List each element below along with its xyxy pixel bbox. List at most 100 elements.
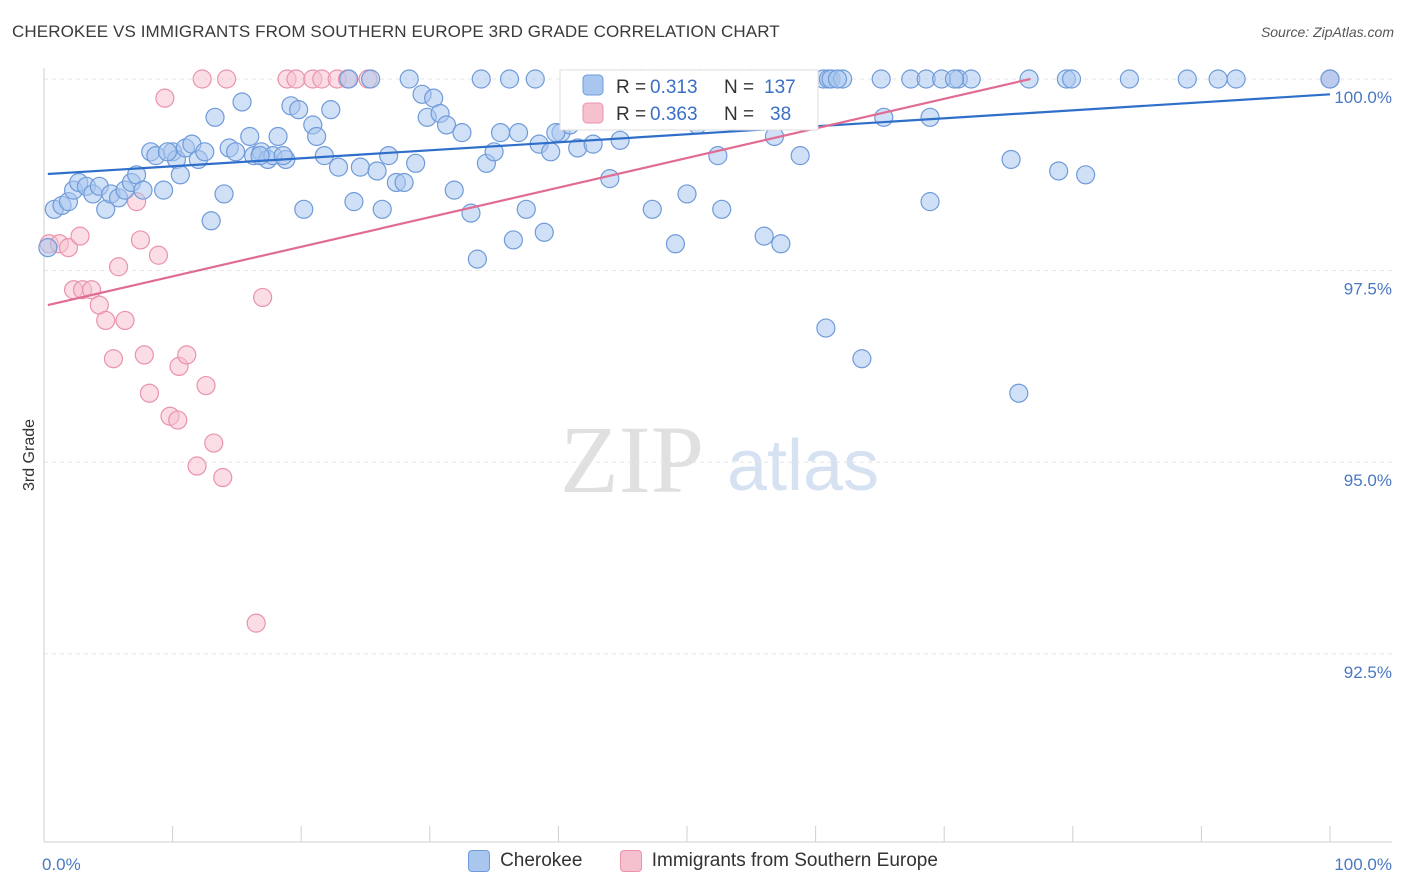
chart-title: CHEROKEE VS IMMIGRANTS FROM SOUTHERN EUR… xyxy=(12,22,780,41)
series-cherokee xyxy=(38,69,1340,403)
immigrants-point-31 xyxy=(286,69,306,89)
legend-r-value-cherokee: 0.313 xyxy=(650,77,698,98)
cherokee-point-122 xyxy=(1226,69,1246,89)
x-tick-label-min: 0.0% xyxy=(42,855,81,874)
cherokee-point-50 xyxy=(361,69,381,89)
cherokee-point-28 xyxy=(214,184,234,204)
cherokee-point-71 xyxy=(499,69,520,89)
immigrants-point-24 xyxy=(196,375,216,396)
immigrants-point-27 xyxy=(217,69,237,89)
cherokee-point-25 xyxy=(195,142,215,162)
cherokee-point-32 xyxy=(240,126,260,147)
cherokee-point-57 xyxy=(406,153,426,173)
immigrants-point-10 xyxy=(108,257,129,277)
cherokee-point-18 xyxy=(153,180,174,200)
immigrants-point-28 xyxy=(246,613,266,633)
cherokee-point-46 xyxy=(328,157,349,177)
y-tick-label-3: 100.0% xyxy=(1334,88,1392,107)
cherokee-point-30 xyxy=(226,142,246,162)
immigrants-point-15 xyxy=(139,383,160,403)
bottom-legend: Cherokee Immigrants from Southern Europe xyxy=(0,850,1406,878)
cherokee-point-66 xyxy=(467,249,487,269)
cherokee-point-113 xyxy=(1001,149,1021,170)
immigrants-point-9 xyxy=(103,349,124,369)
cherokee-point-134 xyxy=(273,146,293,166)
immigrants-point-11 xyxy=(115,310,135,331)
immigrants-point-26 xyxy=(213,467,233,488)
cherokee-point-118 xyxy=(1076,165,1096,185)
cherokee-point-90 xyxy=(677,184,697,204)
cherokee-point-95 xyxy=(754,226,774,246)
y-tick-label-1: 95.0% xyxy=(1344,471,1392,490)
immigrants-point-22 xyxy=(187,456,207,476)
cherokee-point-70 xyxy=(490,123,511,143)
cherokee-point-62 xyxy=(436,115,457,135)
cherokee-point-116 xyxy=(1061,69,1082,89)
watermark-zip: ZIP xyxy=(560,406,704,513)
bottom-legend-item-cherokee: Cherokee xyxy=(468,850,582,872)
immigrants-point-23 xyxy=(192,69,212,89)
cherokee-point-67 xyxy=(471,69,491,89)
watermark-atlas: atlas xyxy=(727,426,879,506)
cherokee-point-104 xyxy=(871,69,891,89)
trend-line-cherokee xyxy=(47,93,1331,176)
cherokee-point-48 xyxy=(344,192,364,212)
cherokee-point-87 xyxy=(642,199,662,219)
cherokee-point-103 xyxy=(852,349,872,369)
legend-r-value-immigrants: 0.363 xyxy=(650,104,698,125)
immigrants-point-21 xyxy=(177,345,197,365)
cherokee-point-74 xyxy=(516,199,536,219)
cherokee-point-132 xyxy=(610,130,630,150)
cherokee-point-21 xyxy=(170,165,190,185)
cherokee-point-37 xyxy=(268,126,288,147)
cherokee-point-83 xyxy=(583,134,603,154)
cherokee-point-26 xyxy=(201,211,221,231)
y-tick-label-0: 92.5% xyxy=(1344,663,1392,682)
y-axis-title: 3rd Grade xyxy=(21,419,38,491)
cherokee-point-43 xyxy=(307,126,327,147)
cherokee-point-49 xyxy=(350,157,370,177)
cherokee-point-52 xyxy=(372,199,392,219)
source-label: Source: ZipAtlas.com xyxy=(1260,24,1394,40)
cherokee-point-121 xyxy=(1208,69,1228,89)
legend-n-label-immigrants: N = xyxy=(724,104,754,125)
cherokee-point-75 xyxy=(525,69,545,89)
cherokee-point-55 xyxy=(394,172,414,193)
cherokee-point-72 xyxy=(503,230,523,250)
cherokee-point-73 xyxy=(508,123,529,143)
cherokee-point-124 xyxy=(1320,69,1340,89)
cherokee-point-27 xyxy=(205,107,225,127)
cherokee-point-114 xyxy=(1009,383,1029,403)
legend-n-value-immigrants: 38 xyxy=(770,104,791,125)
immigrants-point-25 xyxy=(204,433,224,453)
cherokee-point-53 xyxy=(379,146,399,166)
cherokee-point-108 xyxy=(920,192,940,212)
bottom-legend-swatch-immigrants xyxy=(619,850,642,872)
cherokee-point-109 xyxy=(920,107,940,127)
axes xyxy=(43,68,1392,843)
cherokee-point-63 xyxy=(444,180,464,200)
cherokee-point-47 xyxy=(339,69,359,89)
trend-line-immigrants xyxy=(47,77,1031,307)
bottom-legend-label-cherokee: Cherokee xyxy=(500,850,583,871)
cherokee-point-40 xyxy=(289,100,309,120)
immigrants-point-4 xyxy=(70,226,90,246)
x-ticks xyxy=(43,826,1331,842)
cherokee-point-127 xyxy=(827,69,848,89)
legend-r-label-cherokee: R = xyxy=(616,77,646,98)
immigrants-point-17 xyxy=(155,88,175,108)
cherokee-point-41 xyxy=(294,199,314,219)
cherokee-point-0 xyxy=(38,238,58,258)
cherokee-point-119 xyxy=(1119,69,1139,89)
x-tick-label-max: 100.0% xyxy=(1334,855,1392,874)
cherokee-point-117 xyxy=(1049,161,1069,181)
immigrants-point-13 xyxy=(130,230,151,250)
cherokee-point-100 xyxy=(816,318,836,338)
cherokee-point-120 xyxy=(1177,69,1197,89)
immigrants-point-29 xyxy=(253,287,273,308)
y-ticks: 92.5% 95.0% 97.5% 100.0% xyxy=(1334,88,1392,682)
legend-swatch-immigrants xyxy=(582,102,604,124)
bottom-legend-swatch-cherokee xyxy=(468,850,491,872)
cherokee-point-64 xyxy=(452,123,472,143)
